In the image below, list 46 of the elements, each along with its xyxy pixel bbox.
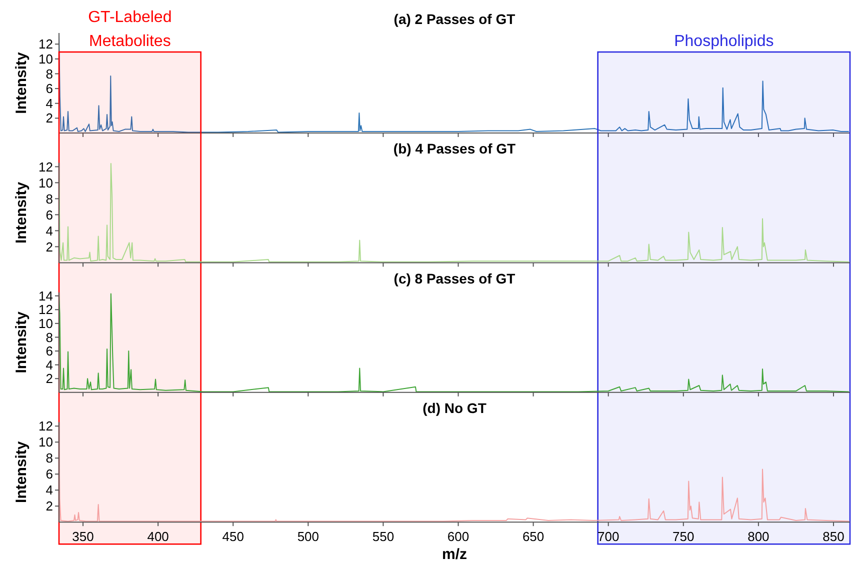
y-tick-label: 14 [38,288,53,304]
chart-title: (d) No GT [422,400,487,416]
y-tick-label: 4 [46,223,53,238]
y-tick-label: 8 [46,191,53,206]
y-tick-label: 6 [46,207,53,222]
y-tick-label: 6 [46,466,53,482]
y-tick-label: 10 [38,51,53,66]
y-axis-title: Intensity [13,181,30,244]
x-tick-label: 550 [372,529,394,544]
y-tick-label: 12 [38,302,53,318]
x-tick-label: 350 [72,529,94,544]
x-tick-label: 500 [297,529,320,544]
x-tick-label: 400 [147,529,169,544]
y-tick-label: 8 [46,450,53,466]
x-tick-label: 850 [822,529,844,544]
y-tick-label: 2 [46,371,53,386]
chart-title: (c) 8 Passes of GT [394,270,516,286]
y-tick-label: 12 [38,159,53,174]
y-tick-label: 2 [46,110,53,126]
y-tick-label: 4 [46,96,53,111]
y-tick-label: 4 [46,482,53,498]
y-axis-title: Intensity [13,440,30,503]
y-tick-label: 10 [38,316,53,331]
x-tick-label: 750 [672,529,694,544]
y-tick-label: 10 [38,434,53,450]
x-tick-label: 600 [447,529,470,544]
x-tick-label: 650 [522,529,544,544]
y-tick-label: 12 [38,418,53,434]
y-axis-title: Intensity [13,310,30,374]
y-tick-label: 2 [46,239,53,254]
band-label: GT-Labeled Metabolites [88,9,172,50]
y-tick-label: 8 [46,66,53,82]
x-tick-label: 800 [748,529,770,544]
y-tick-label: 4 [46,357,53,372]
y-axis-title: Intensity [13,52,30,114]
x-tick-label: 450 [222,529,244,544]
y-tick-label: 6 [46,344,53,359]
y-tick-label: 12 [38,36,53,52]
y-tick-label: 6 [46,81,53,96]
y-tick-label: 8 [46,330,53,345]
y-tick-label: 10 [38,175,53,190]
y-tick-label: 2 [46,498,53,514]
chart-title: (b) 4 Passes of GT [393,140,516,157]
chart-title: (a) 2 Passes of GT [394,11,516,27]
band-label: Phospholipids [674,33,774,50]
x-axis-title: m/z [442,546,468,564]
